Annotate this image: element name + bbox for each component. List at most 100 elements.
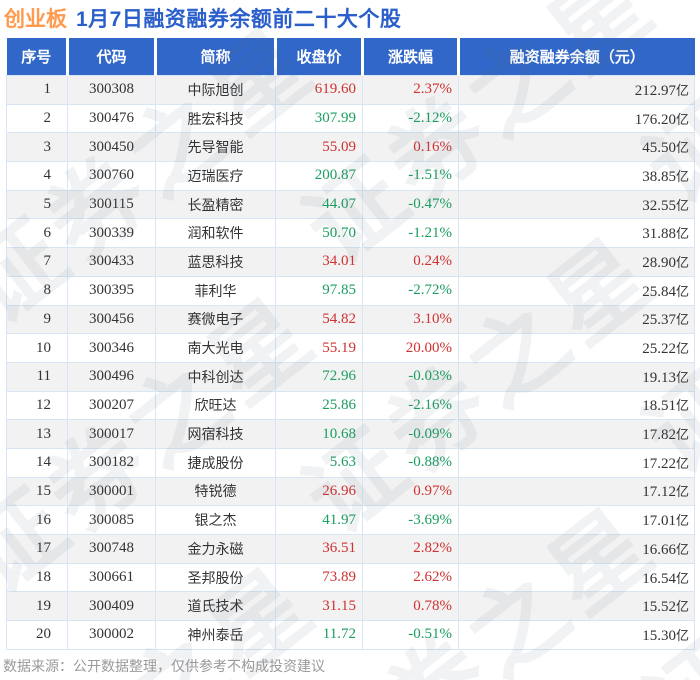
code-cell: 300409 [67,591,156,622]
balance-unit: 亿 [675,168,689,184]
table-row: 12 300207 欣旺达 25.86 -2.16% 18.51亿 [6,390,695,421]
name-cell: 金力永磁 [155,534,276,564]
change-pct-cell: -2.16% [362,390,459,421]
title-text: 1月7日融资融券余额前二十大个股 [76,8,402,31]
name-cell: 南大光电 [155,333,276,363]
code-cell: 300456 [67,304,156,335]
table-row: 7 300433 蓝思科技 34.01 0.24% 28.90亿 [6,247,695,277]
code-cell: 300339 [67,218,156,249]
rank-cell: 19 [6,591,68,622]
name-cell: 赛微电子 [155,304,276,335]
balance-value: 18.51 [642,398,676,415]
rank-cell: 13 [6,419,68,449]
table-header-row: 序号 代码 简称 收盘价 涨跌幅 融资融券余额（元） [6,38,695,76]
balance-cell: 15.30亿 [458,620,695,650]
balance-cell: 32.55亿 [458,189,695,220]
code-cell: 300085 [67,505,156,535]
column-header-change: 涨跌幅 [361,38,459,76]
balance-unit: 亿 [675,254,689,270]
name-cell: 蓝思科技 [155,247,276,277]
balance-value: 31.88 [642,226,676,243]
table-row: 5 300115 长盈精密 44.07 -0.47% 32.55亿 [6,189,695,220]
table-row: 9 300456 赛微电子 54.82 3.10% 25.37亿 [6,304,695,335]
close-price-cell: 73.89 [275,562,363,593]
code-cell: 300450 [67,132,156,163]
name-cell: 圣邦股份 [155,562,276,593]
balance-cell: 25.84亿 [458,275,695,306]
rank-cell: 16 [6,505,68,535]
close-price-cell: 72.96 [275,361,363,392]
table-row: 6 300339 润和软件 50.70 -1.21% 31.88亿 [6,218,695,249]
balance-value: 16.54 [642,570,676,587]
code-cell: 300308 [67,75,156,105]
name-cell: 欣旺达 [155,390,276,421]
code-cell: 300496 [67,361,156,392]
rank-cell: 5 [6,189,68,220]
balance-value: 19.13 [642,369,676,386]
change-pct-cell: -0.09% [362,419,459,449]
balance-cell: 28.90亿 [458,247,695,277]
code-cell: 300017 [67,419,156,449]
balance-unit: 亿 [675,312,689,328]
balance-cell: 38.85亿 [458,161,695,191]
change-pct-cell: -0.03% [362,361,459,392]
close-price-cell: 55.19 [275,333,363,363]
balance-cell: 25.37亿 [458,304,695,335]
balance-unit: 亿 [675,541,689,557]
table-row: 4 300760 迈瑞医疗 200.87 -1.51% 38.85亿 [6,161,695,191]
balance-unit: 亿 [675,599,689,615]
name-cell: 迈瑞医疗 [155,161,276,191]
balance-value: 176.20 [634,111,676,128]
balance-cell: 18.51亿 [458,390,695,421]
balance-cell: 16.66亿 [458,534,695,564]
balance-unit: 亿 [675,111,689,127]
column-header-close: 收盘价 [274,38,363,76]
code-cell: 300661 [67,562,156,593]
code-cell: 300002 [67,620,156,650]
close-price-cell: 200.87 [275,161,363,191]
change-pct-cell: -2.12% [362,103,459,134]
table-row: 10 300346 南大光电 55.19 20.00% 25.22亿 [6,333,695,363]
close-price-cell: 26.96 [275,476,363,507]
rank-cell: 15 [6,476,68,507]
column-header-balance: 融资融券余额（元） [457,38,695,76]
balance-cell: 45.50亿 [458,132,695,163]
change-pct-cell: 2.37% [362,75,459,105]
balance-cell: 212.97亿 [458,75,695,105]
page-title: 创业板 1月7日融资融券余额前二十大个股 [4,3,401,33]
table-row: 20 300002 神州泰岳 11.72 -0.51% 15.30亿 [6,620,695,650]
balance-cell: 17.82亿 [458,419,695,449]
close-price-cell: 619.60 [275,75,363,105]
close-price-cell: 11.72 [275,620,363,650]
close-price-cell: 55.09 [275,132,363,163]
balance-unit: 亿 [675,484,689,500]
column-header-code: 代码 [66,38,156,76]
table-row: 13 300017 网宿科技 10.68 -0.09% 17.82亿 [6,419,695,449]
balance-unit: 亿 [675,627,689,643]
close-price-cell: 31.15 [275,591,363,622]
name-cell: 神州泰岳 [155,620,276,650]
balance-value: 212.97 [634,82,676,99]
change-pct-cell: 0.16% [362,132,459,163]
code-cell: 300001 [67,476,156,507]
rank-cell: 20 [6,620,68,650]
rank-cell: 12 [6,390,68,421]
balance-cell: 31.88亿 [458,218,695,249]
margin-balance-table: 序号 代码 简称 收盘价 涨跌幅 融资融券余额（元） 1 300308 中际旭创 619.60 2… [6,38,695,650]
balance-unit: 亿 [675,455,689,471]
rank-cell: 10 [6,333,68,363]
change-pct-cell: 0.78% [362,591,459,622]
close-price-cell: 97.85 [275,275,363,306]
rank-cell: 14 [6,447,68,478]
code-cell: 300395 [67,275,156,306]
balance-value: 15.52 [642,599,676,616]
close-price-cell: 54.82 [275,304,363,335]
name-cell: 长盈精密 [155,189,276,220]
rank-cell: 11 [6,361,68,392]
change-pct-cell: 2.62% [362,562,459,593]
close-price-cell: 5.63 [275,447,363,478]
code-cell: 300476 [67,103,156,134]
balance-value: 38.85 [642,168,676,185]
code-cell: 300760 [67,161,156,191]
name-cell: 先导智能 [155,132,276,163]
